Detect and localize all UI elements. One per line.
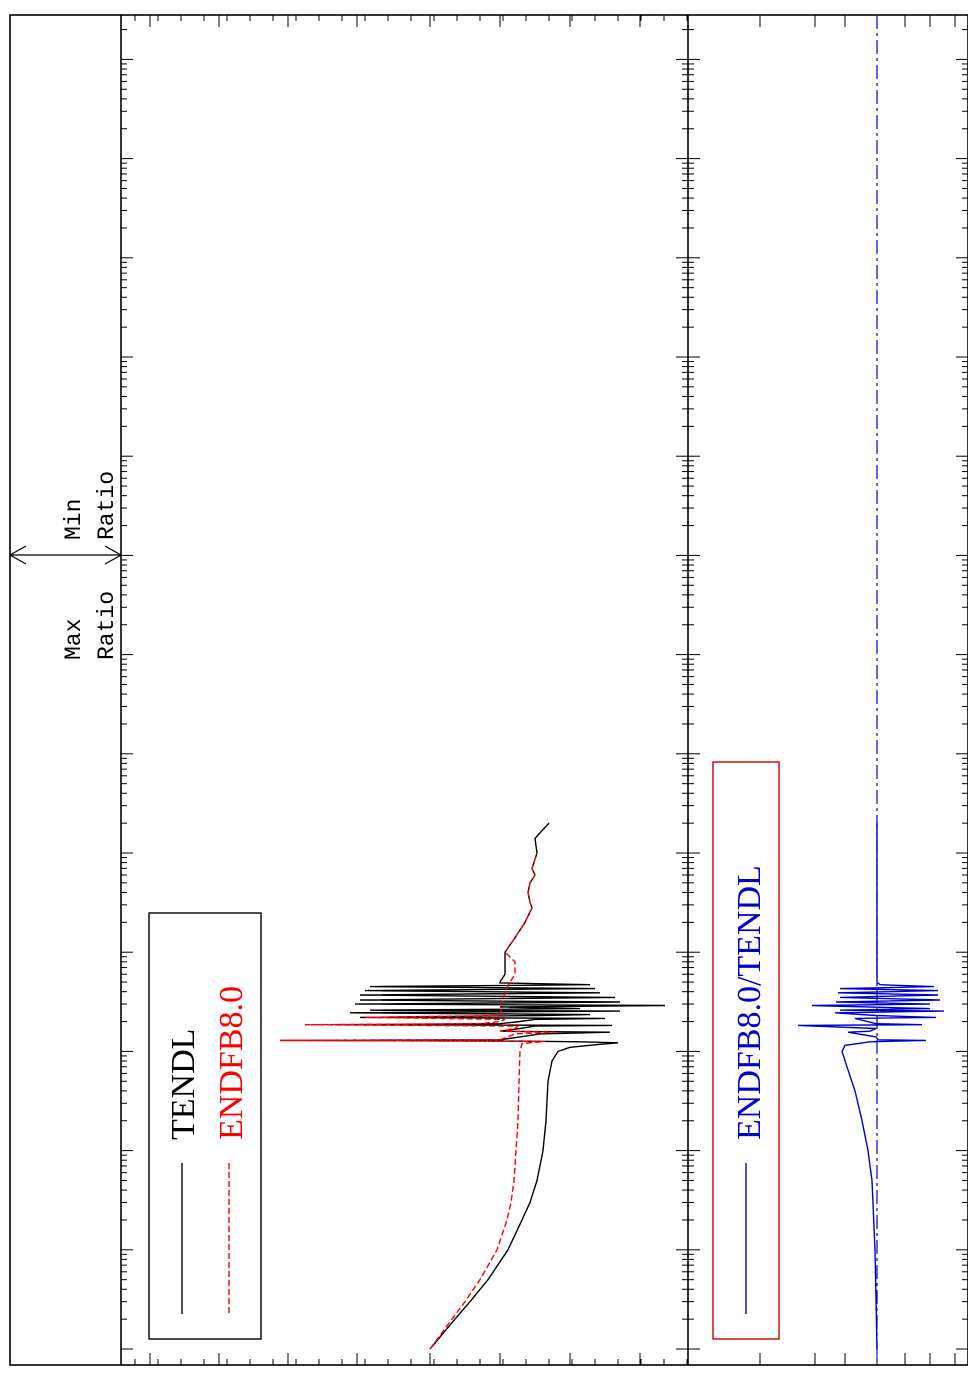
max-arrow-icon <box>8 545 27 565</box>
frames <box>9 14 968 1366</box>
legend-top: TENDL ENDFB8.0 <box>148 912 262 1340</box>
legend-top-box <box>148 912 262 1340</box>
outer-frame <box>9 14 968 1366</box>
min-arrow-icon <box>104 545 123 565</box>
max-ratio-label: Max Ratio <box>61 591 120 660</box>
legend-bottom: ENDFB8.0/TENDL <box>712 761 780 1340</box>
ratio-annotation: Max Ratio Min Ratio <box>8 471 123 660</box>
series-layer <box>279 15 945 1365</box>
legend-tendl-label: TENDL <box>165 1029 202 1140</box>
series-line-tendl <box>279 822 666 1350</box>
axis-ticks <box>120 15 968 1365</box>
max-ratio-line1: Max <box>61 619 87 660</box>
series-line-endfb8-0 <box>279 852 556 1350</box>
min-ratio-line2: Ratio <box>94 471 120 540</box>
max-ratio-line2: Ratio <box>94 591 120 660</box>
legend-ratio-label: ENDFB8.0/TENDL <box>731 865 768 1140</box>
min-ratio-label: Min Ratio <box>61 471 120 540</box>
legend-endfb-label: ENDFB8.0 <box>213 986 250 1140</box>
series-line-endfb8-0-tendl <box>797 823 945 1350</box>
min-ratio-line1: Min <box>61 499 87 540</box>
